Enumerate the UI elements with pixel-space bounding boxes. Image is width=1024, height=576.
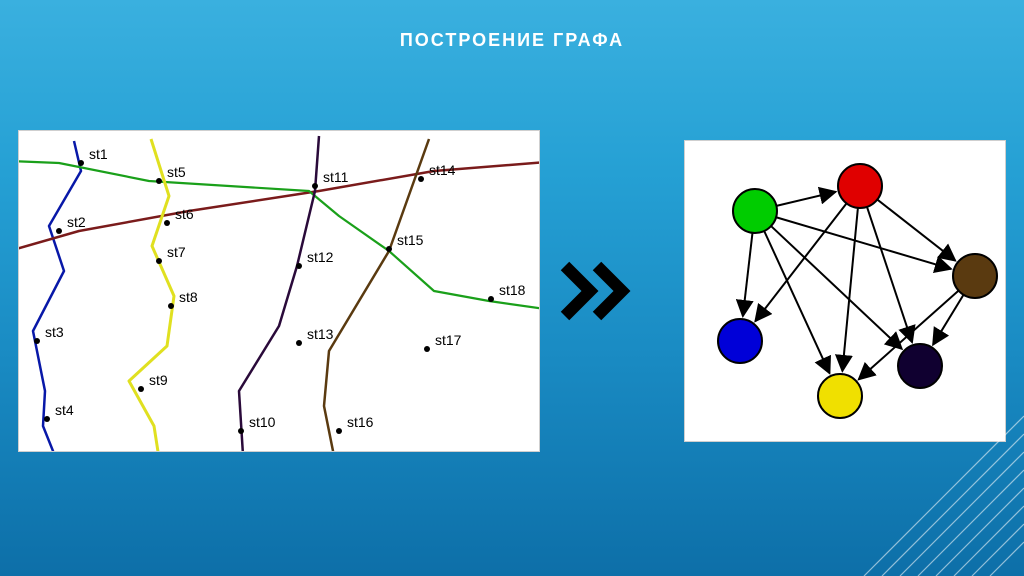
map-panel: st1 st2 st3 st4 st5 st6 st7 st8 st9 st10 st11 st12 s… (18, 130, 540, 452)
svg-text:st18: st18 (499, 282, 526, 298)
svg-text:st17: st17 (435, 332, 462, 348)
svg-text:st1: st1 (89, 146, 108, 162)
svg-text:st16: st16 (347, 414, 374, 430)
map-svg: st1 st2 st3 st4 st5 st6 st7 st8 st9 st10 st11 st12 s… (19, 131, 539, 451)
decoration-lines-icon (824, 376, 1024, 576)
svg-text:st11: st11 (323, 169, 349, 185)
transform-arrow (550, 256, 640, 326)
slide-title: ПОСТРОЕНИЕ ГРАФА (0, 30, 1024, 51)
svg-text:st8: st8 (179, 289, 198, 305)
slide: ПОСТРОЕНИЕ ГРАФА st1st2st3st4st5st6st7st… (0, 0, 1024, 576)
svg-text:st7: st7 (167, 244, 186, 260)
svg-text:st4: st4 (55, 402, 74, 418)
svg-text:st2: st2 (67, 214, 86, 230)
corner-decoration (824, 376, 1024, 576)
svg-text:st15: st15 (397, 232, 424, 248)
svg-text:st13: st13 (307, 326, 334, 342)
svg-text:st5: st5 (167, 164, 186, 180)
svg-text:st14: st14 (429, 162, 456, 178)
chevron-double-right-icon (555, 256, 635, 326)
svg-text:st12: st12 (307, 249, 334, 265)
svg-text:st10: st10 (249, 414, 276, 430)
svg-text:st6: st6 (175, 206, 194, 222)
svg-text:st3: st3 (45, 324, 64, 340)
svg-text:st9: st9 (149, 372, 168, 388)
